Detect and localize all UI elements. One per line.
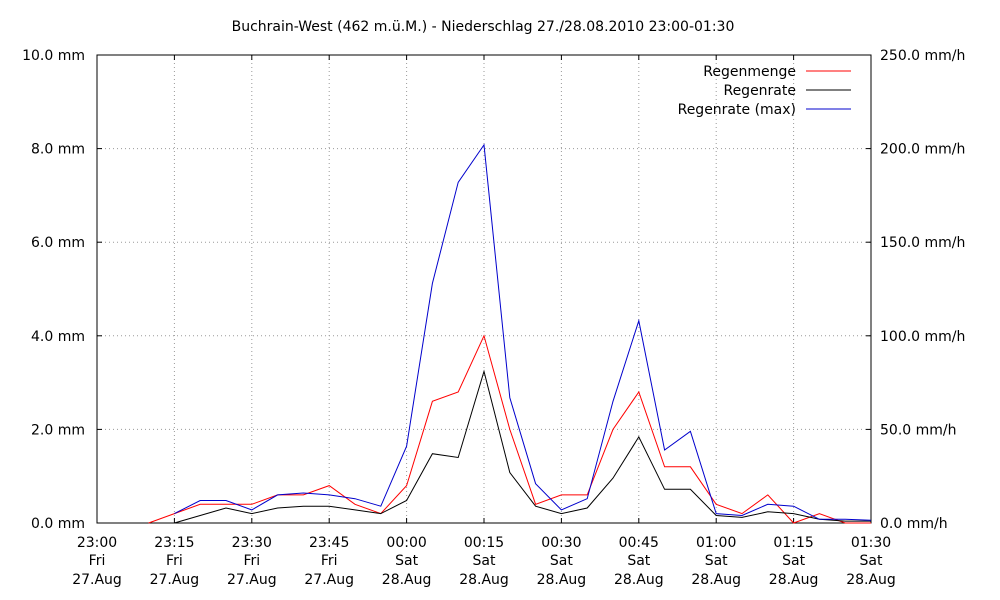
series-line-regenrate-max xyxy=(174,143,872,521)
y-left-tick-label: 6.0 mm xyxy=(31,235,85,251)
y-right-tick-label: 0.0 mm/h xyxy=(880,516,948,532)
x-tick-label-date: 28.Aug xyxy=(691,572,741,588)
x-tick-label-time: 01:15 xyxy=(773,535,813,551)
series-line-regenrate xyxy=(174,369,871,524)
y-right-tick-label: 200.0 mm/h xyxy=(880,142,965,158)
legend-label: Regenrate (max) xyxy=(678,102,796,118)
x-tick-label-day: Fri xyxy=(166,553,183,569)
x-tick-label-time: 00:30 xyxy=(541,535,581,551)
x-tick-label-date: 28.Aug xyxy=(769,572,819,588)
x-tick-label-time: 23:00 xyxy=(77,535,117,551)
x-tick-label-time: 23:15 xyxy=(154,535,194,551)
x-tick-label-date: 28.Aug xyxy=(537,572,587,588)
y-left-tick-label: 0.0 mm xyxy=(31,516,85,532)
x-tick-label-date: 27.Aug xyxy=(227,572,277,588)
x-tick-label-date: 27.Aug xyxy=(72,572,122,588)
y-left-tick-label: 8.0 mm xyxy=(31,142,85,158)
y-right-tick-label: 50.0 mm/h xyxy=(880,422,957,438)
x-tick-label-day: Sat xyxy=(473,553,496,569)
x-tick-label-day: Fri xyxy=(243,553,260,569)
x-tick-label-day: Sat xyxy=(395,553,418,569)
x-tick-label-date: 28.Aug xyxy=(614,572,664,588)
grid-lines xyxy=(97,55,871,523)
x-tick-label-time: 01:30 xyxy=(851,535,891,551)
x-tick-label-time: 23:45 xyxy=(309,535,349,551)
x-tick-label-time: 00:45 xyxy=(619,535,659,551)
legend-label: Regenmenge xyxy=(703,64,796,80)
y-left-tick-label: 10.0 mm xyxy=(22,48,85,64)
plot-frame xyxy=(96,54,872,524)
x-tick-label-day: Sat xyxy=(782,553,805,569)
x-tick-label-time: 01:00 xyxy=(696,535,736,551)
chart-title: Buchrain-West (462 m.ü.M.) - Niederschla… xyxy=(232,19,735,35)
x-tick-label-day: Sat xyxy=(550,553,573,569)
x-tick-label-time: 23:30 xyxy=(232,535,272,551)
x-tick-label-day: Fri xyxy=(321,553,338,569)
legend-label: Regenrate xyxy=(723,83,796,99)
series-layer xyxy=(148,143,872,524)
x-tick-label-date: 28.Aug xyxy=(459,572,509,588)
axes: 23:00 Fri 27.Aug 23:15 Fri 27.Aug 23:30 Fri 27.A… xyxy=(22,48,965,588)
y-right-tick-label: 250.0 mm/h xyxy=(880,48,965,64)
y-left-tick-label: 4.0 mm xyxy=(31,329,85,345)
x-tick-label-day: Sat xyxy=(705,553,728,569)
series-line-regenmenge xyxy=(148,334,871,524)
y-right-tick-label: 100.0 mm/h xyxy=(880,329,965,345)
x-tick-label-day: Fri xyxy=(89,553,106,569)
x-tick-label-date: 27.Aug xyxy=(304,572,354,588)
x-tick-label-time: 00:00 xyxy=(386,535,426,551)
x-tick-label-time: 00:15 xyxy=(464,535,504,551)
x-tick-label-date: 27.Aug xyxy=(150,572,200,588)
x-tick-label-date: 28.Aug xyxy=(382,572,432,588)
y-left-tick-label: 2.0 mm xyxy=(31,422,85,438)
legend: Regenmenge Regenrate Regenrate (max) xyxy=(678,64,851,118)
x-tick-label-day: Sat xyxy=(627,553,650,569)
x-tick-label-day: Sat xyxy=(860,553,883,569)
x-tick-label-date: 28.Aug xyxy=(846,572,896,588)
y-right-tick-label: 150.0 mm/h xyxy=(880,235,965,251)
